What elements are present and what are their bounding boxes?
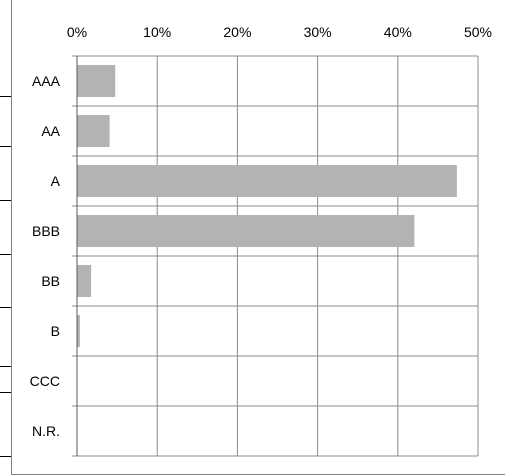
left-edge-tick <box>0 456 11 457</box>
x-tick-label: 10% <box>143 24 171 40</box>
left-edge-tick <box>0 307 11 308</box>
bar-bbb <box>77 215 415 247</box>
left-edge-tick <box>0 254 11 255</box>
left-edge-tick <box>0 366 11 367</box>
category-label: BBB <box>32 223 60 239</box>
category-label: AAA <box>32 73 61 89</box>
bars <box>77 65 457 347</box>
x-tick-label: 40% <box>384 24 412 40</box>
left-edge-tick <box>0 200 11 201</box>
category-label: A <box>51 173 61 189</box>
category-label: N.R. <box>32 423 60 439</box>
bar-aaa <box>77 65 116 97</box>
left-edge-tick <box>0 96 11 97</box>
category-label: BB <box>41 273 60 289</box>
bar-aa <box>77 115 110 147</box>
category-label: CCC <box>30 373 60 389</box>
left-edge-tick <box>0 392 11 393</box>
x-tick-label: 50% <box>464 24 492 40</box>
gridlines <box>72 55 479 457</box>
x-tick-label: 20% <box>223 24 251 40</box>
x-tick-labels: 0% 10% 20% 30% 40% 50% <box>67 24 492 40</box>
bar-bb <box>77 265 92 297</box>
left-edge-tick <box>0 146 11 147</box>
x-tick-label: 0% <box>67 24 87 40</box>
x-tick-label: 30% <box>304 24 332 40</box>
category-label: B <box>51 323 60 339</box>
category-label: AA <box>41 123 60 139</box>
bar-a <box>77 165 457 197</box>
bar-b <box>77 315 80 347</box>
